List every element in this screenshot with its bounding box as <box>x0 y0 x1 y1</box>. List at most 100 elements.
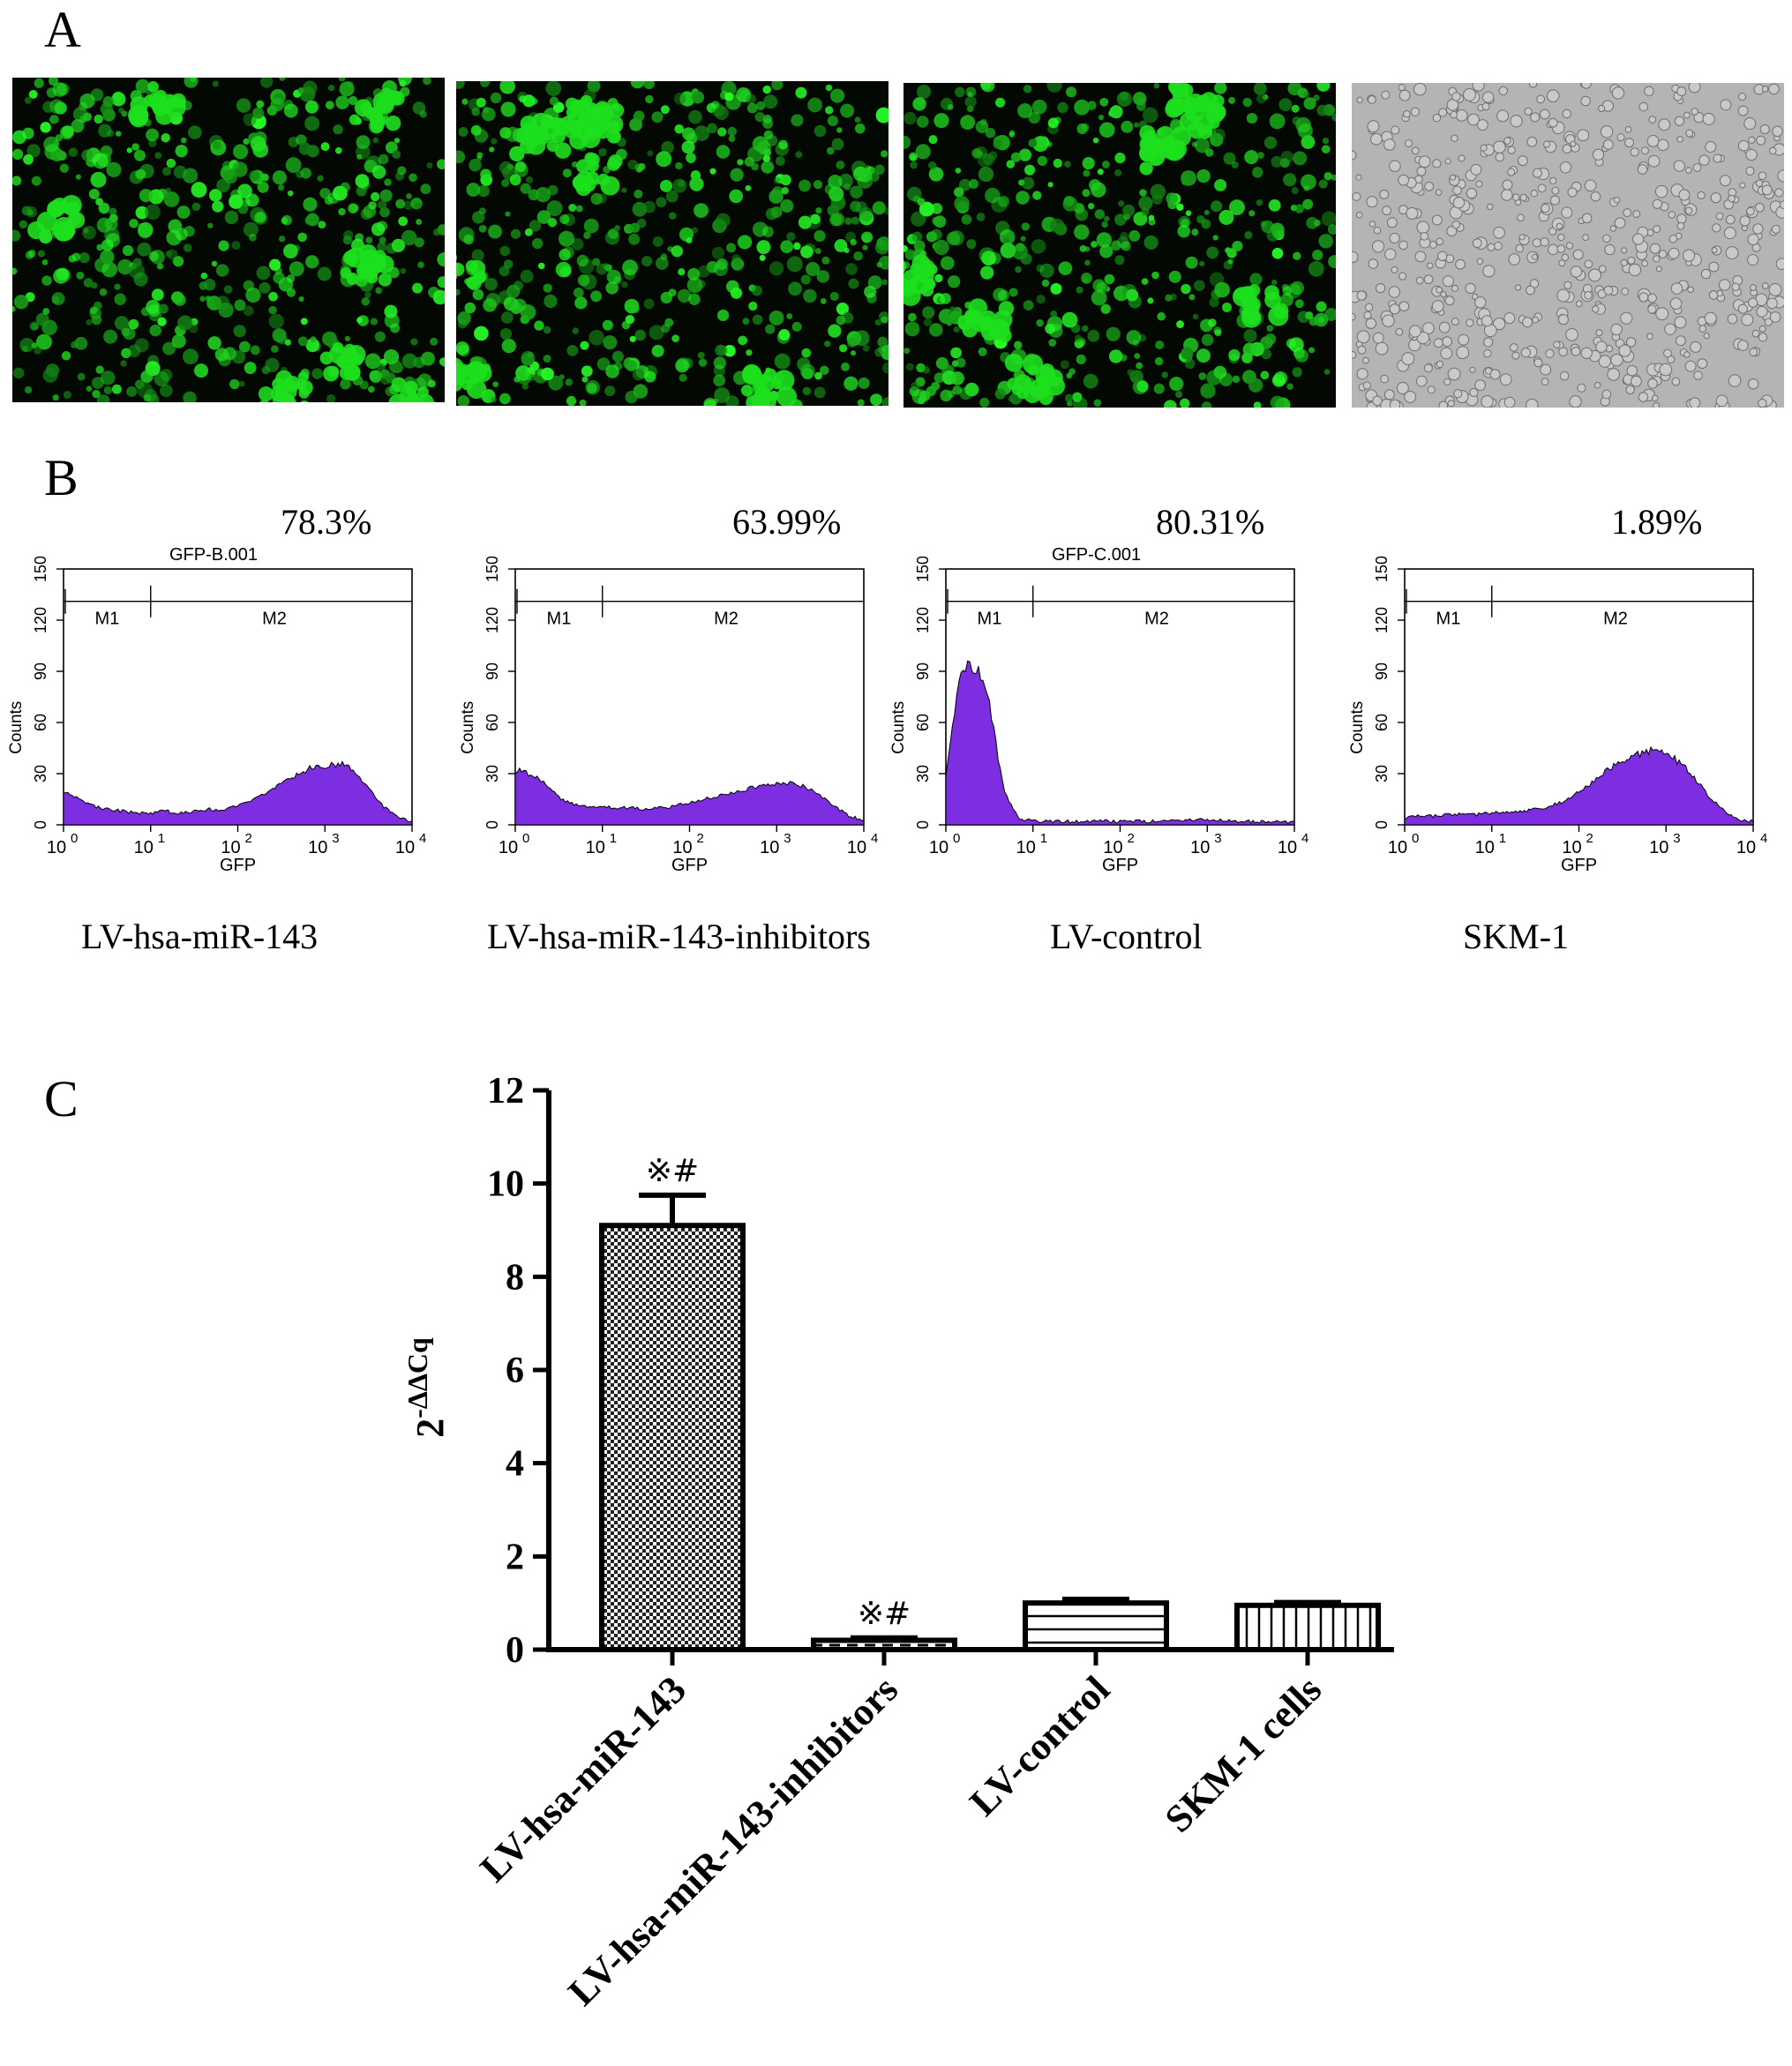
fluorescent-cell <box>360 208 372 220</box>
fluorescent-cell <box>746 94 756 104</box>
fluorescent-cell <box>759 254 766 261</box>
fluorescent-cell <box>1222 302 1233 312</box>
fluorescent-cell <box>713 356 726 370</box>
fluorescent-cell <box>98 202 110 214</box>
brightfield-cell <box>1671 377 1681 386</box>
fluorescent-cell <box>1196 168 1211 183</box>
fluorescent-cell <box>815 207 822 214</box>
fluorescent-cell <box>384 312 400 328</box>
brightfield-cell <box>1447 367 1461 381</box>
fluorescent-cell <box>645 94 654 104</box>
brightfield-cell <box>1565 242 1574 250</box>
fluorescent-cell <box>35 333 52 350</box>
micrograph-4-brightfield <box>1352 83 1784 408</box>
brightfield-cell <box>1655 307 1669 321</box>
fluorescent-cell <box>651 111 664 124</box>
fluorescent-cell <box>903 111 917 125</box>
fluorescent-cell <box>534 320 544 331</box>
fluorescent-cell <box>1083 169 1091 177</box>
fluorescent-cell <box>42 101 55 113</box>
fluorescent-cell <box>177 315 193 331</box>
fluorescent-cell <box>993 139 1002 149</box>
brightfield-cell <box>1761 184 1773 196</box>
fluorescent-cell <box>243 221 259 237</box>
fluorescent-cell <box>71 119 85 133</box>
fluorescent-cell <box>880 344 889 361</box>
x-tick-label: 10 <box>1562 838 1581 857</box>
fluorescent-cell <box>711 246 724 259</box>
fluorescent-cell <box>253 211 268 225</box>
fluorescent-cell <box>721 81 737 97</box>
fluorescent-cell <box>903 348 911 355</box>
brightfield-cell <box>1519 193 1527 202</box>
micrograph-1 <box>12 78 445 402</box>
fluorescent-cell <box>1301 135 1316 149</box>
fluorescent-cell <box>874 348 883 357</box>
fluorescent-cell <box>1228 97 1236 104</box>
fluorescent-cell-cluster <box>378 273 393 287</box>
fluorescent-cell <box>967 91 973 97</box>
fluorescent-cell-cluster <box>364 107 378 120</box>
brightfield-cell <box>1625 337 1637 348</box>
x-tick-exponent: 2 <box>1128 831 1135 846</box>
fluorescent-cell <box>86 318 93 326</box>
brightfield-cell <box>1383 389 1395 400</box>
fluorescent-cell <box>814 386 826 399</box>
fluorescent-cell <box>689 176 704 191</box>
fluorescent-cell <box>1141 207 1150 216</box>
brightfield-cell <box>1423 274 1434 285</box>
fluorescent-cell <box>911 389 927 405</box>
brightfield-cell <box>1561 253 1570 262</box>
brightfield-cell <box>1416 166 1427 176</box>
x-tick-exponent: 4 <box>419 831 426 846</box>
brightfield-cell <box>1366 196 1378 208</box>
fluorescent-cell <box>559 248 571 261</box>
fluorescent-cell <box>414 237 424 248</box>
brightfield-cell <box>1771 224 1781 234</box>
brightfield-cell <box>1362 381 1371 390</box>
fluorescent-cell <box>964 95 977 109</box>
fluorescent-cell <box>121 348 131 359</box>
fluorescent-cell-cluster <box>328 345 348 364</box>
brightfield-cell <box>1756 135 1766 146</box>
brightfield-cell <box>1436 286 1443 294</box>
fluorescent-cell <box>1013 341 1023 349</box>
fluorescent-cell <box>234 299 246 311</box>
fluorescent-cell <box>1214 178 1227 191</box>
brightfield-cell <box>1580 347 1593 359</box>
brightfield-cell <box>1749 348 1758 357</box>
fluorescent-cell <box>1246 112 1258 124</box>
fluorescent-cell <box>948 230 964 246</box>
fluorescent-cell <box>304 116 320 131</box>
fluorescent-cell <box>686 153 696 163</box>
brightfield-cell <box>1637 164 1648 175</box>
fluorescent-cell <box>1169 293 1177 301</box>
brightfield-cell <box>1646 333 1653 341</box>
fluorescent-cell <box>379 189 393 202</box>
fluorescent-cell <box>31 176 41 186</box>
fluorescent-cell <box>1134 353 1141 359</box>
fluorescent-cell <box>243 113 257 127</box>
brightfield-cell <box>1678 189 1691 201</box>
brightfield-cell <box>1657 138 1669 152</box>
x-axis-label: GFP <box>671 856 708 875</box>
fluorescent-cell <box>392 150 401 159</box>
fluorescent-cell <box>334 146 342 154</box>
fluorescent-cell <box>13 295 29 310</box>
fluorescent-cell <box>12 229 21 242</box>
fluorescent-cell <box>966 239 977 250</box>
fluorescent-cell <box>816 270 829 283</box>
fluorescent-cell <box>268 313 284 329</box>
x-tick-label: 10 <box>1016 838 1036 857</box>
fluorescent-cell <box>412 101 426 115</box>
brightfield-cell <box>1474 296 1487 309</box>
fluorescent-cell <box>265 357 280 372</box>
fluorescent-cell <box>1157 311 1166 321</box>
fluorescent-cell <box>537 262 545 270</box>
fluorescent-cell <box>1153 83 1159 89</box>
brightfield-cell <box>1356 96 1363 103</box>
fluorescent-cell <box>285 157 302 174</box>
fluorescent-cell <box>1303 97 1316 110</box>
fluorescent-cell <box>368 386 375 393</box>
fluorescent-cell <box>492 381 499 387</box>
